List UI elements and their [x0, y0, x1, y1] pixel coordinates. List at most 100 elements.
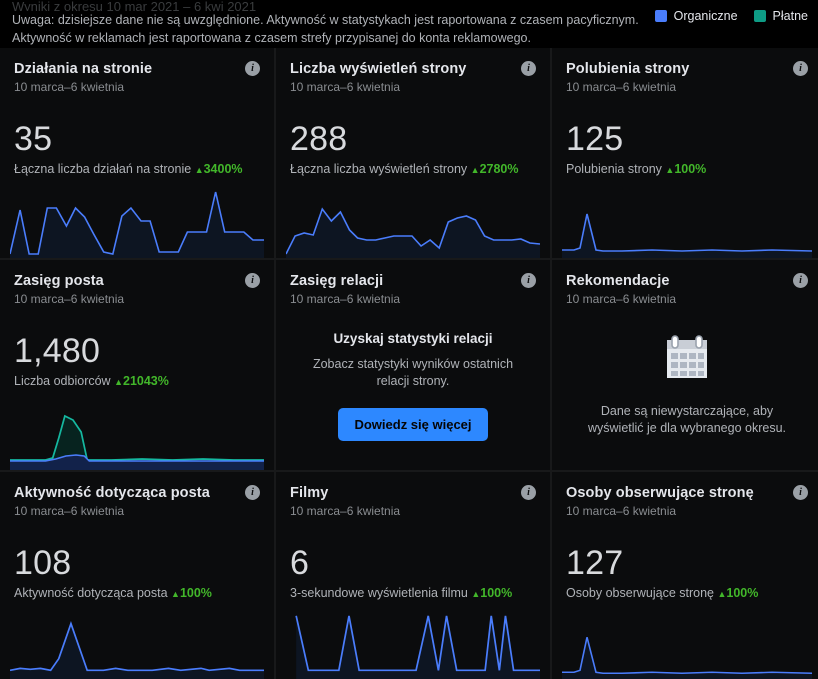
sparkline-chart: [10, 398, 264, 470]
card-date-range: 10 marca–6 kwietnia: [566, 80, 677, 94]
insight-card-page-views[interactable]: Liczba wyświetleń strony 10 marca–6 kwie…: [276, 48, 550, 258]
card-date-range: 10 marca–6 kwietnia: [14, 504, 125, 518]
metric-label-text: Osoby obserwujące stronę: [566, 586, 714, 600]
sparkline-svg: [10, 621, 264, 679]
insight-card-story-reach[interactable]: Zasięg relacji 10 marca–6 kwietnia i Uzy…: [276, 260, 550, 470]
caret-up-icon: ▲: [717, 589, 727, 599]
notice-bar: Wyniki z okresu 10 mar 2021 – 6 kwi 2021…: [0, 0, 818, 48]
calendar-icon: [665, 334, 709, 385]
info-icon[interactable]: i: [245, 273, 260, 288]
card-title: Zasięg relacji: [290, 273, 384, 289]
delta-value: 100%: [726, 586, 759, 600]
metric-label-text: Łączna liczba wyświetleń strony: [290, 162, 468, 176]
card-title: Liczba wyświetleń strony: [290, 61, 467, 77]
insight-card-page-likes[interactable]: Polubienia strony 10 marca–6 kwietnia i …: [552, 48, 818, 258]
legend-label-paid: Płatne: [772, 9, 808, 23]
sparkline-chart: [10, 186, 264, 258]
delta-indicator: ▲3400%: [195, 162, 243, 176]
delta-value: 21043%: [123, 374, 169, 388]
card-metric-value: 127: [566, 544, 624, 582]
card-title: Filmy: [290, 485, 329, 501]
insight-card-recommendations[interactable]: Rekomendacje 10 marca–6 kwietnia i: [552, 260, 818, 470]
card-metric-value: 288: [290, 120, 348, 158]
delta-value: 3400%: [203, 162, 243, 176]
card-metric-value: 125: [566, 120, 624, 158]
story-insights-promo: Uzyskaj statystyki relacji Zobacz statys…: [290, 330, 536, 441]
card-metric-label: Łączna liczba wyświetleń strony ▲2780%: [290, 161, 536, 178]
metric-label-text: 3-sekundowe wyświetlenia filmu: [290, 586, 468, 600]
promo-title: Uzyskaj statystyki relacji: [333, 331, 493, 346]
delta-indicator: ▲100%: [171, 586, 212, 600]
card-header: Aktywność dotycząca posta 10 marca–6 kwi…: [14, 484, 260, 520]
caret-up-icon: ▲: [194, 165, 204, 175]
card-header: Liczba wyświetleń strony 10 marca–6 kwie…: [290, 60, 536, 96]
card-metric-label: Łączna liczba działań na stronie ▲3400%: [14, 161, 260, 178]
caret-up-icon: ▲: [665, 165, 675, 175]
card-date-range: 10 marca–6 kwietnia: [290, 292, 401, 306]
info-icon[interactable]: i: [521, 273, 536, 288]
legend-item-organic: Organiczne: [654, 9, 738, 23]
sparkline-chart: [286, 610, 540, 679]
empty-state: Dane są niewystarczające, aby wyświetlić…: [566, 334, 808, 437]
info-icon[interactable]: i: [521, 61, 536, 76]
delta-indicator: ▲2780%: [471, 162, 519, 176]
card-header: Zasięg relacji 10 marca–6 kwietnia i: [290, 272, 536, 308]
insight-card-videos[interactable]: Filmy 10 marca–6 kwietnia i 6 3-sekundow…: [276, 472, 550, 679]
card-metric-label: Liczba odbiorców ▲21043%: [14, 373, 260, 390]
info-icon[interactable]: i: [793, 485, 808, 500]
delta-value: 100%: [480, 586, 513, 600]
notice-line-2: Aktywność w reklamach jest raportowana z…: [12, 31, 531, 45]
card-header: Osoby obserwujące stronę 10 marca–6 kwie…: [566, 484, 808, 520]
card-metric-value: 108: [14, 544, 72, 582]
promo-subtitle: Zobacz statystyki wyników ostatnich rela…: [312, 357, 514, 388]
caret-up-icon: ▲: [114, 377, 123, 387]
sparkline-chart: [286, 186, 540, 258]
caret-up-icon: ▲: [470, 165, 480, 175]
insight-card-post-engagement[interactable]: Aktywność dotycząca posta 10 marca–6 kwi…: [0, 472, 274, 679]
sparkline-svg: [562, 637, 812, 679]
info-icon[interactable]: i: [245, 61, 260, 76]
sparkline-svg: [286, 207, 540, 258]
info-icon[interactable]: i: [793, 61, 808, 76]
card-metric-label: 3-sekundowe wyświetlenia filmu ▲100%: [290, 585, 536, 602]
empty-state-text: Dane są niewystarczające, aby wyświetlić…: [587, 404, 786, 435]
caret-up-icon: ▲: [171, 589, 180, 599]
info-icon[interactable]: i: [245, 485, 260, 500]
card-title: Polubienia strony: [566, 61, 690, 77]
card-header: Filmy 10 marca–6 kwietnia i: [290, 484, 536, 520]
sparkline-chart: [10, 610, 264, 679]
delta-value: 100%: [179, 586, 212, 600]
card-date-range: 10 marca–6 kwietnia: [566, 504, 677, 518]
metric-label-text: Polubienia strony: [566, 162, 662, 176]
sparkline-chart: [562, 610, 812, 679]
card-date-range: 10 marca–6 kwietnia: [566, 292, 677, 306]
card-metric-label: Aktywność dotycząca posta ▲100%: [14, 585, 260, 602]
card-title: Zasięg posta: [14, 273, 104, 289]
card-date-range: 10 marca–6 kwietnia: [14, 80, 125, 94]
card-header: Działania na stronie 10 marca–6 kwietnia…: [14, 60, 260, 96]
square-swatch-icon: [753, 10, 766, 22]
card-metric-label: Osoby obserwujące stronę ▲100%: [566, 585, 808, 602]
insight-card-page-actions[interactable]: Działania na stronie 10 marca–6 kwietnia…: [0, 48, 274, 258]
metric-label-text: Aktywność dotycząca posta: [14, 586, 168, 600]
card-title: Działania na stronie: [14, 61, 153, 77]
info-icon[interactable]: i: [793, 273, 808, 288]
card-title: Osoby obserwujące stronę: [566, 485, 754, 501]
square-swatch-icon: [654, 10, 667, 22]
insights-card-grid: Działania na stronie 10 marca–6 kwietnia…: [0, 48, 818, 679]
insight-card-page-followers[interactable]: Osoby obserwujące stronę 10 marca–6 kwie…: [552, 472, 818, 679]
notice-line-1: Uwaga: dzisiejsze dane nie są uwzględnio…: [12, 13, 639, 27]
info-icon[interactable]: i: [521, 485, 536, 500]
learn-more-button[interactable]: Dowiedz się więcej: [338, 408, 488, 441]
card-header: Rekomendacje 10 marca–6 kwietnia i: [566, 272, 808, 308]
delta-indicator: ▲100%: [665, 162, 706, 176]
sparkline-svg: [10, 191, 264, 258]
sparkline-svg: [562, 213, 812, 258]
insight-card-post-reach[interactable]: Zasięg posta 10 marca–6 kwietnia i 1,480…: [0, 260, 274, 470]
delta-value: 2780%: [479, 162, 519, 176]
caret-up-icon: ▲: [471, 589, 481, 599]
delta-indicator: ▲21043%: [114, 374, 169, 388]
calendar-icon-svg: [667, 335, 707, 378]
sparkline-svg: [295, 615, 540, 679]
legend-item-paid: Płatne: [753, 9, 808, 23]
